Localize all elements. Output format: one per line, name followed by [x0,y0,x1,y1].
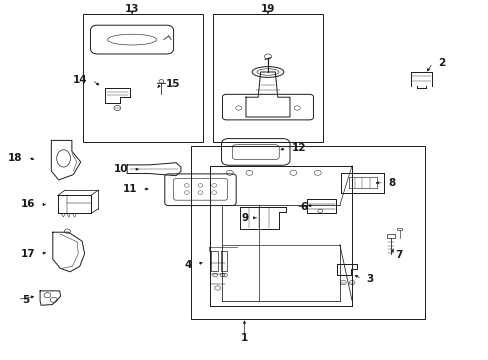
Text: 16: 16 [20,199,35,210]
Text: 6: 6 [300,202,307,212]
Bar [396,228,401,230]
Text: 12: 12 [291,143,305,153]
Text: 7: 7 [394,250,402,260]
Text: 13: 13 [124,4,139,14]
Bar [212,14,322,142]
Text: 9: 9 [241,213,248,223]
Text: 19: 19 [260,4,275,14]
Text: 15: 15 [166,78,181,89]
Text: 4: 4 [184,260,192,270]
Text: 18: 18 [8,153,22,163]
Text: 17: 17 [20,249,35,259]
Bar [190,146,425,319]
Text: 1: 1 [241,333,247,343]
Text: 11: 11 [122,184,137,194]
Text: 10: 10 [114,164,128,174]
Bar [83,14,203,142]
Bar [386,234,394,238]
Text: 2: 2 [437,58,444,68]
Text: 8: 8 [388,178,395,188]
Text: 3: 3 [366,274,373,284]
Text: 5: 5 [22,294,30,305]
Text: 14: 14 [72,75,87,85]
